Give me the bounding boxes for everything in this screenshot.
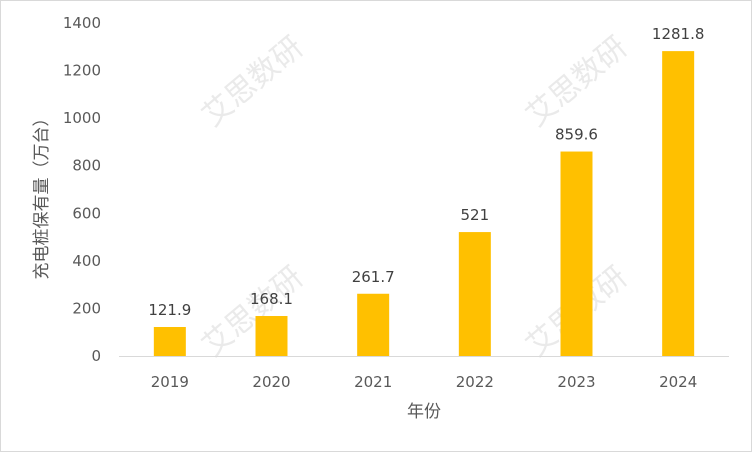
y-axis-title: 充电桩保有量（万台） (32, 110, 52, 280)
bar-2022 (458, 232, 491, 356)
x-axis-title: 年份 (407, 402, 441, 422)
bar-2023 (560, 151, 593, 356)
y-tick-label: 0 (91, 347, 101, 365)
y-tick-label: 1200 (63, 62, 101, 80)
data-label-2024: 1281.8 (652, 25, 705, 43)
y-tick-label: 800 (72, 157, 101, 175)
watermark-text: 艾思数研 (196, 260, 310, 364)
x-axis-ticks: 2019 2020 2021 2022 2023 2024 (151, 373, 698, 391)
bar-2024 (662, 51, 695, 356)
data-label-2019: 121.9 (148, 301, 191, 319)
y-tick-label: 400 (72, 252, 101, 270)
y-tick-label: 200 (72, 299, 101, 317)
watermark-text: 艾思数研 (196, 30, 310, 134)
x-tick-label-2021: 2021 (354, 373, 392, 391)
bars (153, 51, 695, 356)
x-tick-label-2022: 2022 (456, 373, 494, 391)
x-tick-label-2019: 2019 (151, 373, 189, 391)
watermark-text: 艾思数研 (520, 30, 634, 134)
data-label-2022: 521 (461, 206, 490, 224)
bar-2021 (357, 293, 390, 356)
data-label-2023: 859.6 (555, 126, 598, 144)
y-tick-label: 1000 (63, 109, 101, 127)
bar-2020 (255, 316, 288, 356)
x-tick-label-2024: 2024 (659, 373, 697, 391)
y-tick-label: 1400 (63, 14, 101, 32)
x-tick-label-2020: 2020 (252, 373, 290, 391)
data-labels: 121.9 168.1 261.7 521 859.6 1281.8 (148, 25, 704, 319)
y-tick-label: 600 (72, 204, 101, 222)
bar-2019 (153, 327, 186, 356)
data-label-2020: 168.1 (250, 290, 293, 308)
data-label-2021: 261.7 (352, 268, 395, 286)
x-tick-label-2023: 2023 (557, 373, 595, 391)
y-axis-ticks: 0 200 400 600 800 1000 1200 1400 (63, 14, 101, 365)
